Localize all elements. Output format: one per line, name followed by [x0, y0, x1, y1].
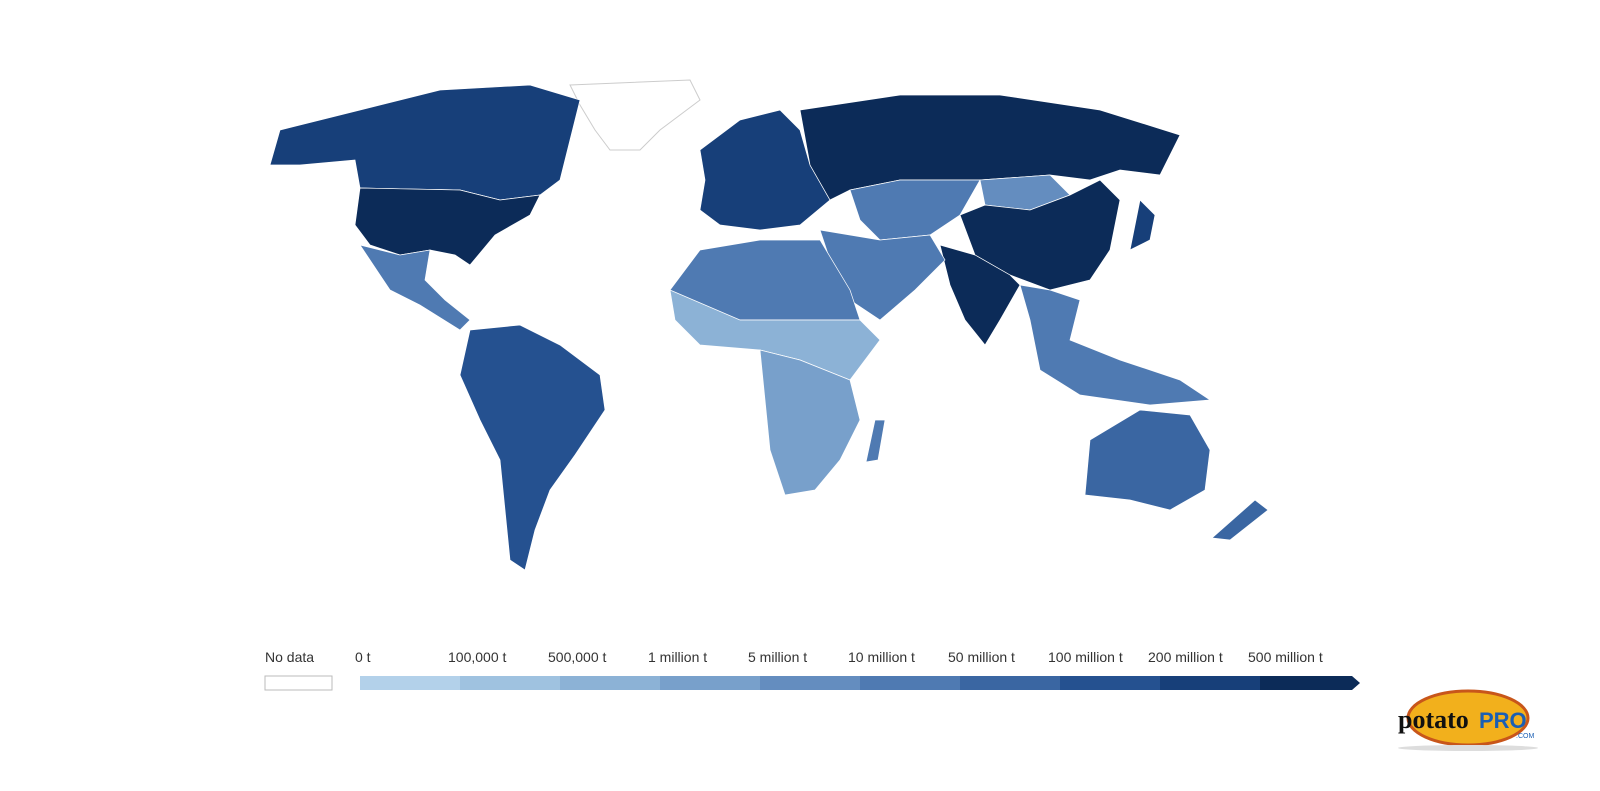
- legend-swatch: [1260, 676, 1360, 690]
- madagascar: [865, 419, 886, 463]
- legend-swatch: [760, 676, 860, 690]
- logo-shadow: [1398, 745, 1538, 751]
- japan: [1129, 199, 1156, 251]
- logo-brand: PRO: [1479, 708, 1527, 733]
- legend-swatch: [560, 676, 660, 690]
- russia: [799, 94, 1181, 201]
- legend-label: 100 million t: [1048, 649, 1123, 665]
- legend-label: 10 million t: [848, 649, 915, 665]
- south-america: [459, 324, 606, 571]
- legend-label: 0 t: [355, 649, 371, 665]
- legend-label: 500,000 t: [548, 649, 606, 665]
- logo-word: potato: [1398, 705, 1469, 734]
- canada: [269, 84, 581, 201]
- usa: [354, 187, 541, 266]
- legend-no-data-swatch: [264, 675, 333, 691]
- mexico: [359, 244, 471, 331]
- logo: potato PRO .COM: [1398, 689, 1538, 751]
- world-map: [269, 79, 1269, 571]
- legend-label: 50 million t: [948, 649, 1015, 665]
- legend-swatch: [860, 676, 960, 690]
- legend-label: 100,000 t: [448, 649, 506, 665]
- southern-africa: [759, 349, 861, 496]
- central-asia: [849, 179, 981, 241]
- legend-swatch: [660, 676, 760, 690]
- legend-swatch: [360, 676, 460, 690]
- india: [939, 244, 1021, 346]
- legend-label: 200 million t: [1148, 649, 1223, 665]
- logo-domain: .COM: [1516, 733, 1534, 740]
- legend-label: 1 million t: [648, 649, 707, 665]
- legend-swatch: [960, 676, 1060, 690]
- europe: [699, 109, 831, 231]
- new-zealand: [1211, 499, 1269, 541]
- legend-label: 500 million t: [1248, 649, 1323, 665]
- greenland: [569, 79, 701, 151]
- legend-label: 5 million t: [748, 649, 807, 665]
- legend-swatch: [1060, 676, 1160, 690]
- legend: No data 0 t 100,000 t 500,000 t 1 million t…: [264, 649, 1360, 691]
- legend-no-data-label: No data: [265, 649, 314, 665]
- legend-swatch: [1160, 676, 1260, 690]
- australia: [1084, 409, 1211, 511]
- legend-swatch: [460, 676, 560, 690]
- southeast-asia: [1019, 284, 1212, 406]
